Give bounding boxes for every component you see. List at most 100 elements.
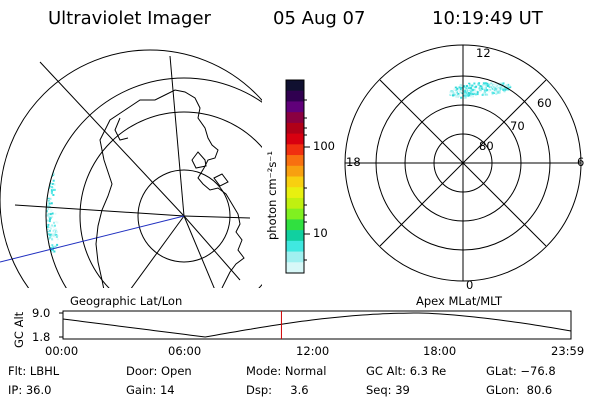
aurora-pixel	[476, 91, 479, 94]
aurora-pixel	[49, 197, 52, 200]
aurora-pixel	[37, 204, 39, 206]
aurora-pixel	[46, 120, 47, 123]
aurora-pixel	[39, 187, 41, 189]
aurora-pixel	[493, 89, 496, 92]
color-scale-segment	[286, 197, 304, 210]
aurora-pixel	[41, 202, 43, 204]
aurora-pixel	[46, 170, 47, 173]
aurora-pixel	[454, 93, 456, 96]
aurora-pixel	[39, 121, 41, 123]
aurora-pixel	[52, 154, 55, 157]
aurora-pixel	[459, 84, 462, 87]
aurora-pixel	[39, 192, 41, 194]
aurora-pixel	[37, 154, 39, 156]
aurora-pixel	[46, 142, 47, 145]
aurora-pixel	[454, 88, 457, 91]
aurora-pixel	[47, 131, 49, 134]
aurora-pixel	[496, 85, 498, 88]
aurora-pixel	[46, 196, 47, 199]
xtick-2359: 23:59	[551, 344, 585, 358]
aurora-pixel	[504, 88, 507, 91]
aurora-pixel	[40, 225, 42, 227]
aurora-pixel	[482, 84, 485, 87]
aurora-pixel	[47, 223, 50, 226]
aurora-pixel	[30, 167, 32, 169]
aurora-pixel	[49, 168, 52, 170]
aurora-pixel	[52, 117, 55, 120]
aurora-pixel	[49, 150, 52, 153]
aurora-pixel	[46, 99, 47, 101]
color-scale-segment	[286, 251, 304, 263]
aurora-pixel	[27, 189, 29, 191]
aurora-pixel	[46, 162, 49, 165]
aurora-pixel	[46, 157, 48, 160]
aurora-pixel	[55, 126, 58, 129]
aurora-pixel	[28, 188, 30, 190]
aurora-pixel	[51, 224, 54, 227]
aurora-pixel	[56, 243, 59, 246]
aurora-pixel	[46, 98, 49, 101]
aurora-pixel	[457, 94, 460, 97]
aurora-pixel	[51, 112, 54, 115]
aurora-pixel	[52, 147, 55, 150]
aurora-pixel	[42, 98, 44, 100]
aurora-pixel	[51, 244, 54, 247]
aurora-pixel	[46, 171, 49, 174]
aurora-pixel	[476, 90, 479, 93]
aurora-pixel	[46, 160, 47, 163]
aurora-pixel	[472, 87, 475, 90]
aurora-pixel	[53, 157, 56, 160]
aurora-pixel	[458, 90, 461, 93]
aurora-pixel	[469, 92, 472, 95]
aurora-pixel	[39, 122, 41, 124]
aurora-pixel	[52, 116, 55, 119]
aurora-pixel	[52, 152, 55, 155]
aurora-pixel	[42, 159, 44, 161]
aurora-pixel	[474, 93, 477, 96]
aurora-pixel	[36, 194, 38, 196]
aurora-pixel	[51, 132, 54, 135]
aurora-pixel	[55, 155, 58, 158]
aurora-pixel	[52, 246, 55, 249]
aurora-pixel	[42, 151, 44, 153]
aurora-pixel	[46, 164, 48, 167]
aurora-pixel	[46, 159, 49, 162]
aurora-pixel	[40, 232, 42, 234]
aurora-pixel	[41, 127, 43, 129]
aurora-pixel	[46, 178, 48, 181]
aurora-pixel	[50, 143, 53, 145]
aurora-pixel	[53, 141, 56, 143]
outer-limb-arc	[0, 49, 262, 288]
aurora-pixel	[41, 246, 43, 248]
aurora-pixel	[51, 114, 54, 117]
aurora-pixel	[41, 196, 43, 198]
aurora-pixel	[46, 177, 48, 180]
aurora-pixel	[53, 221, 55, 224]
aurora-pixel	[40, 157, 42, 159]
aurora-pixel	[34, 146, 36, 148]
aurora-pixel	[54, 135, 57, 138]
aurora-pixel	[51, 127, 54, 130]
aurora-pixel	[48, 128, 51, 131]
aurora-pixel	[49, 225, 52, 228]
terminator-line	[0, 215, 185, 263]
aurora-pixel	[483, 82, 485, 85]
aurora-pixel	[49, 247, 52, 250]
aurora-pixel	[32, 162, 34, 164]
aurora-pixel	[56, 221, 59, 224]
aurora-pixel	[52, 115, 55, 118]
aurora-pixel	[56, 238, 59, 241]
aurora-pixel	[37, 167, 39, 169]
aurora-pixel	[500, 87, 503, 90]
aurora-pixel	[488, 90, 490, 93]
mlt-label-12: 12	[476, 46, 491, 60]
aurora-pixel	[47, 99, 50, 102]
aurora-pixel	[453, 88, 455, 91]
aurora-pixel	[38, 198, 40, 200]
aurora-pixel	[51, 108, 54, 111]
aurora-pixel	[46, 173, 48, 176]
aurora-pixel	[36, 174, 38, 176]
aurora-pixel	[43, 203, 45, 205]
aurora-pixel	[46, 127, 48, 130]
aurora-pixel	[43, 173, 45, 175]
